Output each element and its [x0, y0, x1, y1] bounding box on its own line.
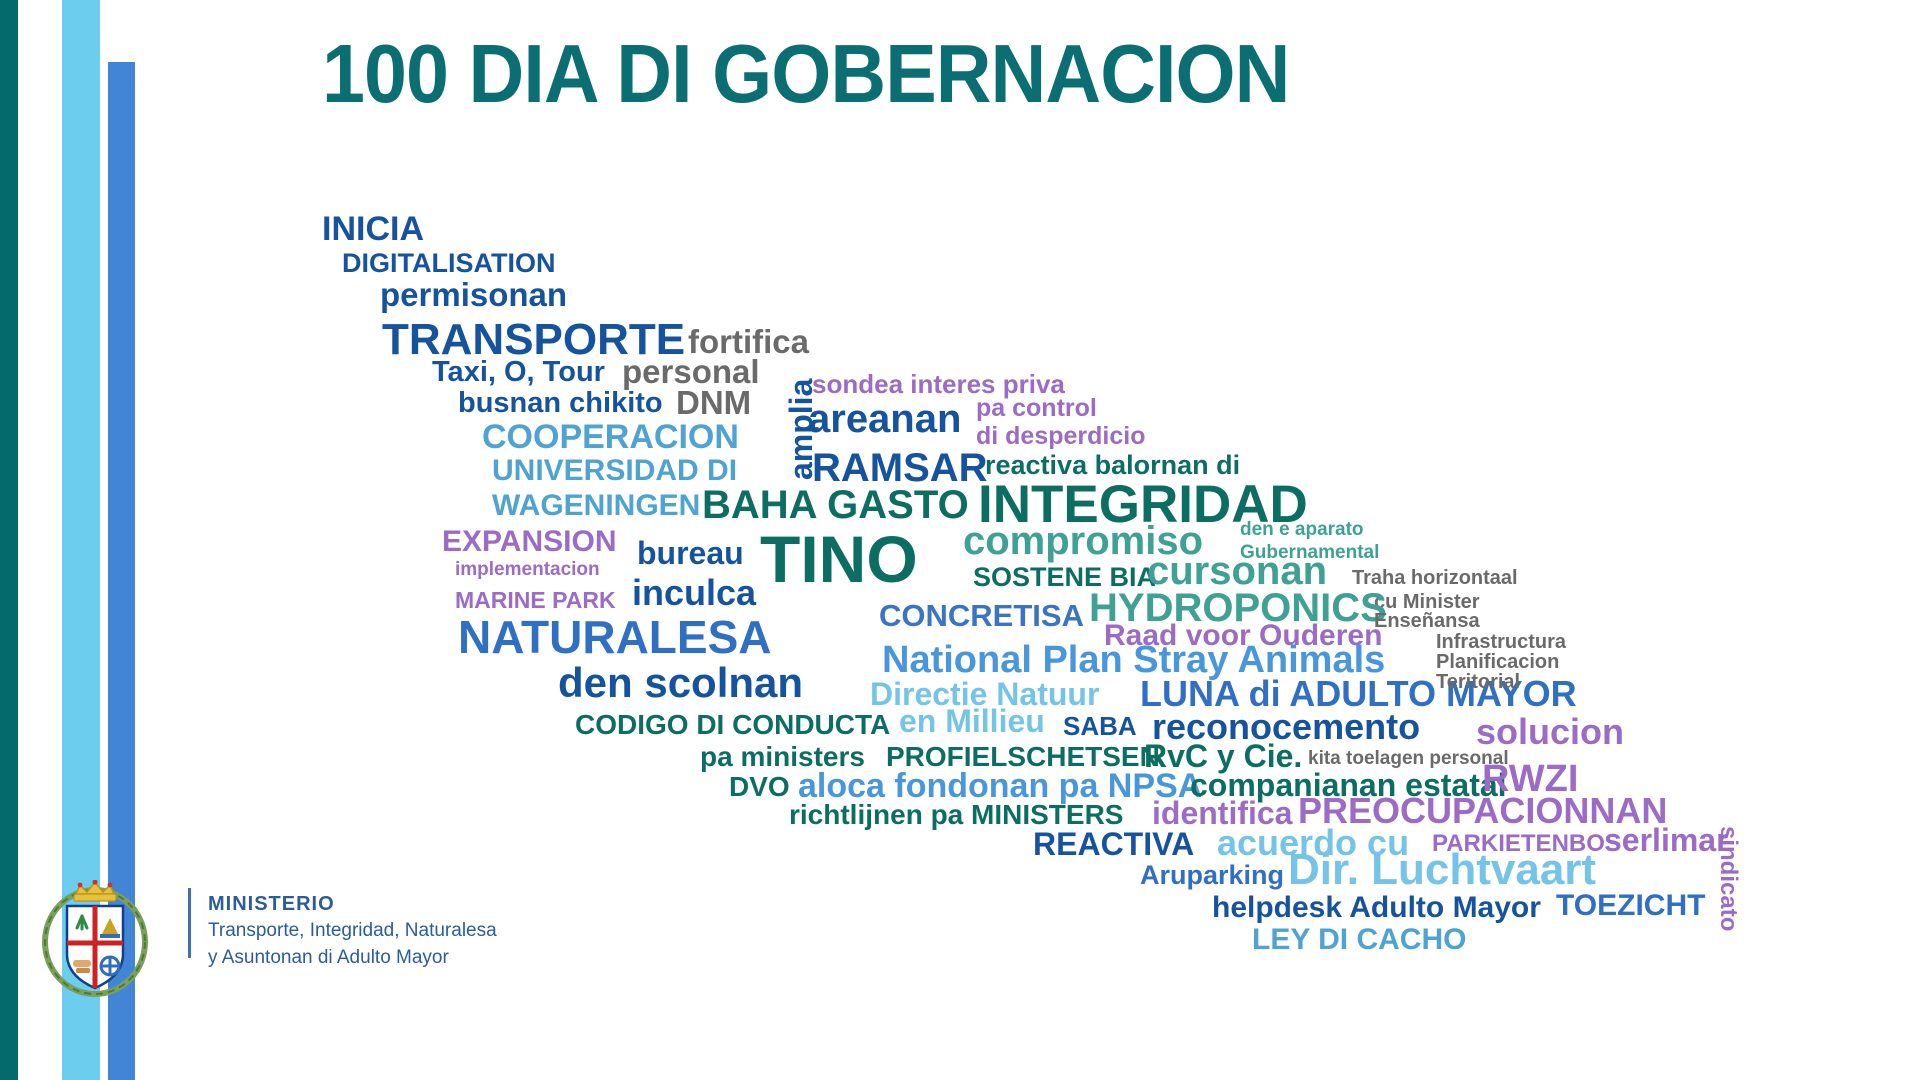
word-cloud-term: den e aparato — [1240, 519, 1364, 540]
word-cloud-term: personal — [622, 353, 760, 390]
page-title: 100 DIA DI GOBERNACION — [322, 27, 1290, 120]
word-cloud-term: TOEZICHT — [1556, 889, 1706, 922]
word-cloud-term: busnan chikito — [458, 387, 663, 419]
word-cloud-term: pa ministers — [700, 741, 865, 772]
word-cloud-term: bureau — [637, 535, 744, 571]
word-cloud-term: di desperdicio — [976, 422, 1146, 450]
word-cloud-term: reactiva balornan di — [985, 450, 1241, 480]
word-cloud-term: Enseñansa — [1374, 610, 1480, 632]
footer-ministry-block: MINISTERIO Transporte, Integridad, Natur… — [208, 892, 497, 970]
word-cloud-term: REACTIVA — [1033, 826, 1195, 862]
word-cloud-term: identifica — [1152, 795, 1293, 831]
footer-ministerio-label: MINISTERIO — [208, 893, 335, 915]
word-cloud-term: UNIVERSIDAD DI — [492, 454, 738, 487]
word-cloud-term: areanan — [808, 397, 962, 441]
word-cloud-term: aloca fondonan pa NPSA — [798, 767, 1203, 805]
word-cloud-term: Gubernamental — [1240, 542, 1380, 563]
word-cloud-term: acuerdo cu — [1217, 822, 1410, 863]
word-cloud-term: implementacion — [455, 559, 600, 580]
word-cloud-term: Aruparking — [1140, 860, 1285, 890]
word-cloud-term: serlimar — [1604, 822, 1729, 858]
word-cloud-term: LUNA di ADULTO MAYOR — [1140, 673, 1577, 714]
word-cloud-term: companianan estatal — [1190, 767, 1507, 803]
word-cloud-term: solucion — [1476, 711, 1625, 752]
word-cloud-term: BAHA GASTO — [702, 483, 969, 527]
word-cloud-term: DNM — [676, 384, 752, 421]
word-cloud-term: den scolnan — [558, 659, 804, 706]
word-cloud-term: INICIA — [322, 210, 424, 248]
word-cloud-term: DVO — [729, 771, 790, 802]
word-cloud-term: HYDROPONICS — [1089, 586, 1387, 630]
word-cloud-term: National Plan Stray Animals — [882, 639, 1386, 681]
word-cloud-term: RWZI — [1482, 758, 1579, 800]
word-cloud-term: Infrastructura — [1436, 631, 1567, 653]
word-cloud-term: CODIGO DI CONDUCTA — [575, 709, 891, 740]
word-cloud-term: RvC y Cie. — [1144, 738, 1303, 774]
word-cloud-term: reconocemento — [1152, 706, 1421, 747]
word-cloud-term: cursonan — [1147, 549, 1328, 593]
footer-ministry-line-2: y Asuntonan di Adulto Mayor — [208, 946, 449, 968]
word-cloud-term: RAMSAR — [812, 446, 988, 490]
word-cloud-term: richtlijnen pa MINISTERS — [789, 799, 1124, 830]
word-cloud-term: pa control — [976, 394, 1097, 422]
aruba-coat-of-arms — [40, 879, 150, 997]
word-cloud-term: sondea interes priva — [812, 369, 1065, 399]
word-cloud-term: Planificacion — [1436, 651, 1560, 673]
word-cloud-term: cu Minister — [1374, 591, 1480, 613]
word-cloud-term: Teritorial — [1436, 671, 1521, 693]
word-cloud-term: fortifica — [688, 323, 810, 360]
word-cloud-term: PARKIETENBOS — [1432, 830, 1621, 857]
word-cloud-term: PROFIELSCHETSEN — [886, 741, 1160, 772]
word-cloud-term: Raad voor Ouderen — [1104, 619, 1383, 652]
word-cloud-term: SOSTENE BIA — [973, 562, 1157, 592]
word-cloud-term: TRANSPORTE — [382, 315, 686, 364]
word-cloud-term: sindicato — [1715, 826, 1742, 932]
word-cloud-term: DIGITALISATION — [342, 248, 556, 278]
word-cloud-term: PREOCUPACIONNAN — [1298, 790, 1668, 831]
footer-ministry-line-1: Transporte, Integridad, Naturalesa — [208, 920, 497, 941]
word-cloud-term: helpdesk Adulto Mayor — [1212, 891, 1541, 924]
word-cloud-term: compromiso — [963, 519, 1204, 563]
word-cloud-term: TINO — [760, 522, 918, 596]
word-cloud-term: LEY DI CACHO — [1252, 923, 1467, 956]
word-cloud-term: WAGENINGEN — [492, 489, 701, 522]
word-cloud-term: CONCRETISA — [879, 598, 1084, 633]
word-cloud-term: SABA — [1063, 711, 1137, 741]
word-cloud-term: NATURALESA — [458, 611, 772, 663]
word-cloud-term: Directie Natuur — [870, 676, 1100, 712]
left-stripe-teal — [0, 0, 18, 1080]
word-cloud-term: Traha horizontaal — [1352, 567, 1518, 589]
word-cloud-term: EXPANSION — [442, 525, 617, 558]
word-cloud-term: Dir. Luchtvaart — [1288, 845, 1597, 894]
word-cloud-term: kita toelagen personal — [1308, 748, 1509, 769]
word-cloud-term: Taxi, O, Tour — [432, 356, 605, 388]
word-cloud-term: en Millieu — [899, 703, 1045, 739]
word-cloud-term: MARINE PARK — [455, 587, 616, 613]
word-cloud-term: inculca — [632, 572, 757, 613]
footer-divider — [188, 888, 191, 958]
word-cloud-term: COOPERACION — [482, 418, 739, 456]
word-cloud-term: INTEGRIDAD — [978, 475, 1308, 534]
word-cloud-term: permisonan — [380, 276, 568, 313]
